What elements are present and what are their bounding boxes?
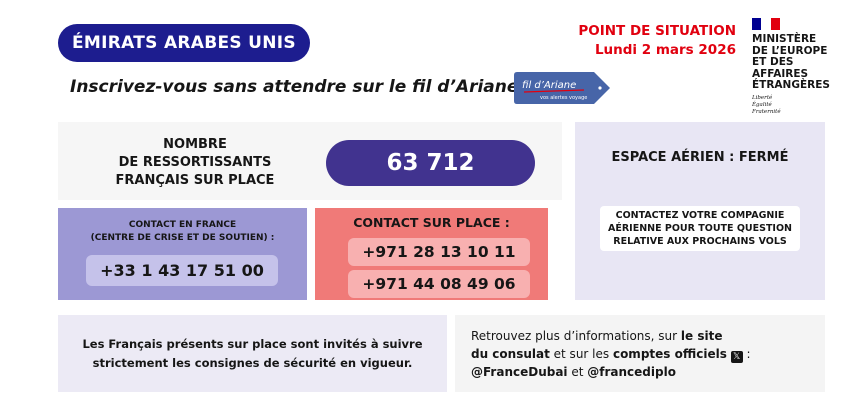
contact-france-title-line: CONTACT EN FRANCE <box>128 220 237 230</box>
info-text: et <box>567 365 588 379</box>
advice-line: RELATIVE AUX PROCHAINS VOLS <box>613 236 787 247</box>
contact-france-phone[interactable]: +33 1 43 17 51 00 <box>86 255 278 286</box>
safety-notice: Les Français présents sur place sont inv… <box>58 315 447 392</box>
official-accounts-text: comptes officiels <box>612 347 727 361</box>
info-text: : <box>742 347 751 361</box>
fil-ariane-subtitle: vos alertes voyage <box>540 95 587 101</box>
x-logo-icon: 𝕏 <box>730 351 743 363</box>
notice-line: Les Français présents sur place sont inv… <box>82 336 423 351</box>
country-title: ÉMIRATS ARABES UNIS <box>58 24 310 62</box>
contact-local-phone[interactable]: +971 28 13 10 11 <box>348 238 530 266</box>
consulate-site-link[interactable]: du consulat <box>471 347 550 361</box>
fil-ariane-logo[interactable]: fil d’Ariane vos alertes voyage <box>514 72 610 104</box>
situation-date: Lundi 2 mars 2026 <box>594 42 736 58</box>
info-panel: Retrouvez plus d’informations, sur le si… <box>455 315 825 392</box>
fil-ariane-badge-icon: fil d’Ariane vos alertes voyage <box>514 72 610 104</box>
count-label-line: FRANÇAIS SUR PLACE <box>115 173 275 188</box>
info-text: Retrouvez plus d’informations, sur <box>471 329 681 343</box>
motto-line: Liberté <box>752 94 773 101</box>
count-label: NOMBRE DE RESSORTISSANTS FRANÇAIS SUR PL… <box>90 136 300 190</box>
count-value: 63 712 <box>326 140 535 186</box>
notice-line: strictement les consignes de sécurité en… <box>92 355 413 370</box>
contact-local-title: CONTACT SUR PLACE : <box>353 215 510 230</box>
contact-france-title: CONTACT EN FRANCE (CENTRE DE CRISE ET DE… <box>58 219 307 245</box>
contact-france-title-line: (CENTRE DE CRISE ET DE SOUTIEN) : <box>90 233 275 243</box>
info-text: et sur les <box>549 347 613 361</box>
motto-line: Fraternité <box>752 108 781 115</box>
consulate-site-link[interactable]: le site <box>680 329 723 343</box>
motto-line: Égalité <box>752 101 772 108</box>
count-label-line: NOMBRE <box>163 137 227 152</box>
ministry-line: ET DES AFFAIRES <box>752 56 809 80</box>
tagline: Inscrivez-vous sans attendre sur le fil … <box>70 77 525 97</box>
ministry-line: DE L’EUROPE <box>752 44 828 57</box>
airspace-advice: CONTACTEZ VOTRE COMPAGNIE AÉRIENNE POUR … <box>600 206 800 251</box>
handle-france-dubai[interactable]: @FranceDubai <box>471 365 568 379</box>
advice-line: AÉRIENNE POUR TOUTE QUESTION <box>608 223 792 234</box>
ministry-line: ÉTRANGÈRES <box>752 79 830 91</box>
situation-header: POINT DE SITUATION Lundi 2 mars 2026 <box>560 22 736 60</box>
contact-local-phone[interactable]: +971 44 08 49 06 <box>348 270 530 298</box>
situation-label: POINT DE SITUATION <box>578 23 736 39</box>
handle-francediplo[interactable]: @francediplo <box>587 365 676 379</box>
fil-ariane-name: fil d’Ariane <box>522 80 576 91</box>
ministry-logo: MINISTÈRE DE L’EUROPE ET DES AFFAIRES ÉT… <box>752 18 852 116</box>
airspace-status: ESPACE AÉRIEN : FERMÉ <box>611 150 789 165</box>
ministry-line: MINISTÈRE <box>752 33 817 45</box>
french-flag-icon <box>752 18 780 30</box>
advice-line: CONTACTEZ VOTRE COMPAGNIE <box>615 210 785 221</box>
count-label-line: DE RESSORTISSANTS <box>118 155 272 170</box>
